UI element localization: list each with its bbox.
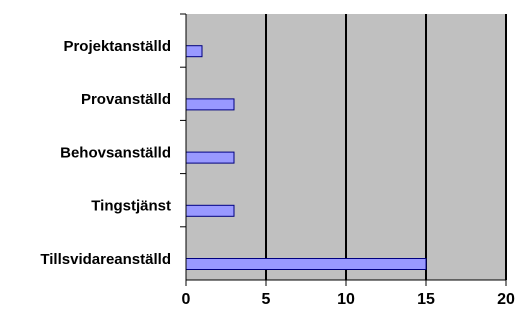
bar	[185, 204, 235, 217]
bar	[185, 98, 235, 111]
category-label: Tillsvidareanställd	[40, 251, 171, 268]
x-tick-label: 20	[497, 291, 515, 308]
grid-lines	[265, 14, 507, 280]
bar	[185, 151, 235, 164]
x-tick-label: 5	[262, 291, 271, 308]
category-label: Provanställd	[81, 91, 171, 108]
category-label: Projektanställd	[63, 38, 171, 55]
x-tick-labels: 0 5 10 15 20	[182, 291, 515, 308]
category-label: Tingstjänst	[91, 198, 171, 215]
x-tick-label: 10	[337, 291, 355, 308]
x-tick-label: 15	[417, 291, 435, 308]
bar	[185, 258, 427, 270]
bar	[185, 45, 203, 58]
x-tick-label: 0	[182, 291, 191, 308]
category-labels: Projektanställd Provanställd Behovsanställ…	[40, 38, 171, 268]
axes	[180, 13, 507, 286]
category-label: Behovsanställd	[60, 144, 171, 161]
